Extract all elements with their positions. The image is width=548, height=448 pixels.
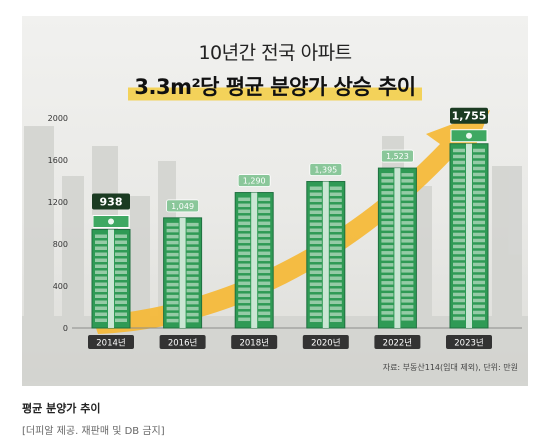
source-note: 자료: 부동산114(임대 제외), 단위: 만원 <box>382 363 518 372</box>
y-tick-label-3: 1200 <box>48 198 68 207</box>
rising-arrow <box>92 110 490 334</box>
bar-5: 1,755 <box>449 107 489 329</box>
value-label-text-4: 1,523 <box>386 152 409 161</box>
bar-2: 1,290 <box>234 174 274 329</box>
banknote-icon-5 <box>450 129 488 143</box>
banknote-icon-0 <box>92 215 130 229</box>
y-tick-label-1: 400 <box>53 282 68 291</box>
x-tick-5: 2023년 <box>446 335 492 349</box>
x-tick-4: 2022년 <box>374 335 421 349</box>
value-label-text-0: 938 <box>100 196 123 209</box>
value-label-0: 938 <box>92 193 130 210</box>
x-tick-0: 2014년 <box>88 335 134 349</box>
y-tick-label-0: 0 <box>63 324 68 333</box>
bar-4: 1,523 <box>377 149 417 329</box>
bar-1: 1,049 <box>163 199 203 329</box>
y-tick-label-2: 800 <box>53 240 68 249</box>
value-label-text-5: 1,755 <box>452 110 487 123</box>
chart-canvas: 0 400 800 1200 1600 2000 938 1,049 1,290 1,395 1,… <box>22 107 528 386</box>
value-label-text-2: 1,290 <box>243 177 266 186</box>
x-tick-label-4: 2022년 <box>383 338 412 349</box>
x-tick-3: 2020년 <box>302 335 349 349</box>
chart-figure: 0 400 800 1200 1600 2000 938 1,049 1,290 1,395 1,… <box>22 16 528 386</box>
x-tick-label-2: 2018년 <box>239 338 268 349</box>
bar-windows-4 <box>381 173 414 321</box>
value-label-5: 1,755 <box>450 107 488 124</box>
value-label-3: 1,395 <box>309 163 343 176</box>
value-label-4: 1,523 <box>380 149 414 163</box>
bar-3: 1,395 <box>306 163 346 329</box>
y-tick-label-4: 1600 <box>48 156 68 165</box>
y-tick-label-5: 2000 <box>48 114 68 123</box>
x-tick-1: 2016년 <box>159 335 206 349</box>
x-tick-2: 2018년 <box>231 335 278 349</box>
bar-windows-5 <box>453 148 485 321</box>
value-label-2: 1,290 <box>237 174 271 187</box>
bar-windows-2 <box>238 197 271 322</box>
chart-title-line2: 3.3m²당 평균 분양가 상승 추이 <box>128 69 422 103</box>
bar-windows-1 <box>166 222 199 323</box>
value-label-1: 1,049 <box>166 199 200 213</box>
x-tick-label-0: 2014년 <box>96 338 125 349</box>
x-tick-label-1: 2016년 <box>168 338 197 349</box>
caption-credit: [더피알 제공. 재판매 및 DB 금지] <box>22 426 165 437</box>
bar-windows-3 <box>309 186 342 323</box>
caption-title: 평균 분양가 추이 <box>22 402 101 415</box>
bar-0: 938 <box>91 193 131 329</box>
value-label-text-3: 1,395 <box>314 166 337 175</box>
bar-windows-0 <box>95 234 127 323</box>
x-tick-label-3: 2020년 <box>311 338 340 349</box>
chart-title-line1: 10년간 전국 아파트 <box>198 42 352 64</box>
value-label-text-1: 1,049 <box>171 202 194 211</box>
x-tick-label-5: 2023년 <box>454 338 483 349</box>
